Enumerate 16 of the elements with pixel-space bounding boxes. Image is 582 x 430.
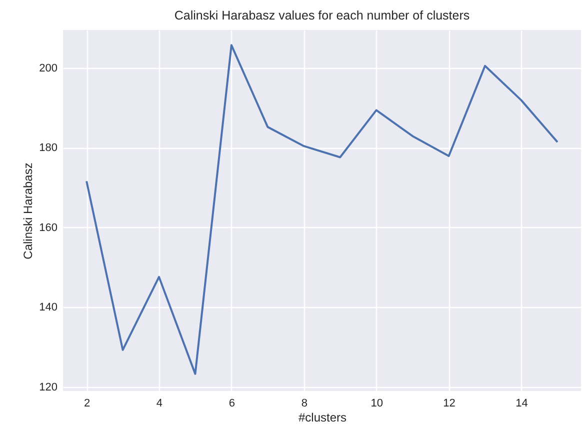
y-tick-label: 180: [39, 142, 58, 154]
x-tick-label: 6: [228, 398, 236, 410]
x-tick-label: 8: [301, 398, 308, 410]
line-series: [86, 44, 558, 375]
x-tick-label: 10: [370, 398, 383, 410]
chart-title: Calinski Harabasz values for each number of clusters: [174, 8, 470, 22]
x-tick-label: 4: [156, 398, 163, 410]
x-tick-label: 12: [443, 398, 456, 410]
x-tick-label: 14: [516, 398, 528, 410]
y-tick-label: 140: [39, 302, 58, 314]
y-tick-label: 120: [39, 382, 58, 394]
x-tick-label: 2: [84, 398, 90, 410]
y-tick-label: 200: [39, 62, 58, 74]
x-axis-title: #clusters: [298, 410, 347, 424]
y-axis-title: Calinski Harabasz: [21, 162, 36, 260]
y-tick-label: 160: [39, 222, 58, 234]
